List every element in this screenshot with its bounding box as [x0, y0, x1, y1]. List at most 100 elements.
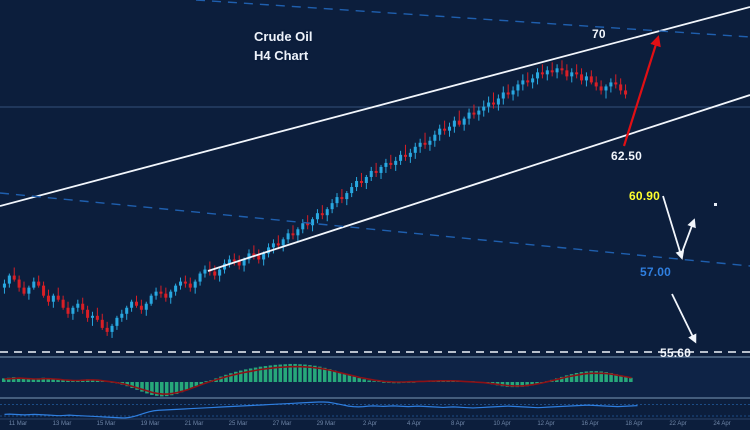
candle-body [213, 271, 217, 276]
x-axis-tick-label: 16 Apr [581, 421, 599, 427]
candle-body [86, 309, 90, 318]
candle-body [37, 281, 41, 286]
macd-histogram-bar [135, 382, 139, 390]
candle-body [42, 285, 46, 296]
candle-body [447, 126, 452, 131]
candle-body [330, 203, 334, 210]
macd-histogram-bar [189, 382, 194, 389]
macd-histogram-bar [234, 371, 238, 382]
chart-title-block: Crude Oil H4 Chart [254, 27, 313, 65]
candle-body [359, 180, 363, 183]
x-axis-labels: 11 Mar 13 Mar 15 Mar 19 Mar 21 Mar 25 Mar 27 M… [0, 420, 750, 430]
macd-histogram-bar [347, 375, 352, 382]
candle-body [139, 305, 143, 310]
candle-body [384, 162, 388, 167]
candle-body [51, 295, 55, 302]
x-axis-tick-label: 27 Mar [272, 421, 292, 427]
macd-histogram-bar [594, 371, 599, 382]
candle-body [227, 259, 231, 264]
candle-body [218, 269, 222, 276]
x-axis-tick-label: 13 Mar [52, 421, 72, 427]
candle-body [325, 209, 329, 216]
candle-body [12, 275, 16, 280]
macd-histogram-bar [525, 382, 529, 387]
macd-histogram-bar [100, 381, 105, 382]
macd-histogram-bar [352, 376, 357, 382]
macd-histogram-bar [609, 372, 613, 382]
candle-body [144, 303, 148, 310]
candle-body [276, 243, 280, 246]
macd-histogram-bar [332, 370, 337, 382]
candle-body [511, 90, 515, 95]
price-label-62-50: 62.50 [611, 149, 643, 163]
candle-body [125, 307, 129, 314]
macd-histogram-bar [16, 377, 21, 382]
candle-body [17, 279, 21, 288]
candle-body [389, 162, 393, 165]
price-label-57-00: 57.00 [640, 265, 672, 279]
macd-histogram-bar [253, 367, 258, 382]
candle-body [247, 253, 251, 260]
candle-body [462, 118, 466, 125]
trendline-overlays [0, 0, 750, 353]
candle-body [134, 301, 139, 306]
candle-body [232, 259, 236, 262]
candle-body [174, 285, 178, 292]
x-axis-tick-label: 21 Mar [184, 421, 204, 427]
x-axis-tick-label: 18 Apr [625, 421, 643, 427]
chart-title-instrument: Crude Oil [254, 29, 313, 44]
candle-body [340, 197, 344, 200]
x-axis-tick-label: 2 Apr [362, 421, 378, 427]
macd-histogram-bar [569, 374, 574, 382]
macd-histogram-bar [278, 364, 283, 382]
macd-histogram-bar [372, 381, 376, 382]
upper-dashed-blue [195, 0, 750, 38]
lower-dashed-blue [0, 192, 750, 267]
candle-body [521, 80, 525, 85]
macd-histogram-bar [313, 365, 317, 382]
macd-histogram-bar [140, 382, 144, 392]
candle-body [105, 327, 109, 332]
macd-histogram-bar [219, 376, 223, 382]
candlestick-series [2, 60, 628, 338]
macd-histogram-bar [145, 382, 149, 394]
macd-histogram-bar [614, 374, 618, 382]
candle-body [560, 68, 564, 71]
macd-histogram-bar [520, 382, 524, 387]
macd-histogram-bar [303, 364, 307, 382]
macd-histogram-bar [184, 382, 189, 391]
candle-body [428, 140, 432, 145]
macd-histogram-bar [174, 382, 179, 395]
candle-body [350, 187, 354, 194]
macd-histogram-bar [71, 380, 75, 382]
macd-histogram-bar [66, 380, 70, 382]
macd-histogram-bar [26, 378, 31, 382]
candle-body [599, 86, 603, 91]
candle-body [443, 128, 447, 131]
candle-body [467, 112, 471, 119]
x-axis-tick-label: 12 Apr [537, 421, 555, 427]
candle-body [614, 82, 618, 85]
macd-signal-line [4, 365, 632, 395]
bearish-arrow-1-down [662, 195, 685, 260]
candle-body [609, 82, 613, 87]
candle-body [335, 197, 339, 204]
macd-histogram-bar [204, 381, 208, 382]
candle-body [477, 110, 481, 115]
candle-body [198, 273, 202, 282]
macd-histogram-bar [248, 368, 253, 382]
candle-body [555, 68, 559, 73]
macd-histogram-bar [194, 382, 199, 387]
macd-histogram-bar [327, 369, 332, 382]
candle-body [178, 281, 183, 286]
candle-body [100, 319, 104, 328]
chart-title-timeframe: H4 Chart [254, 48, 309, 63]
candle-body [580, 74, 584, 81]
macd-histogram-bar [21, 378, 26, 382]
candle-body [320, 213, 324, 216]
x-axis-tick-label: 8 Apr [450, 421, 466, 427]
x-axis-tick-label: 24 Apr [713, 421, 731, 427]
bearish-arrow-2-down [671, 293, 697, 344]
macd-histogram-bar [535, 382, 539, 385]
